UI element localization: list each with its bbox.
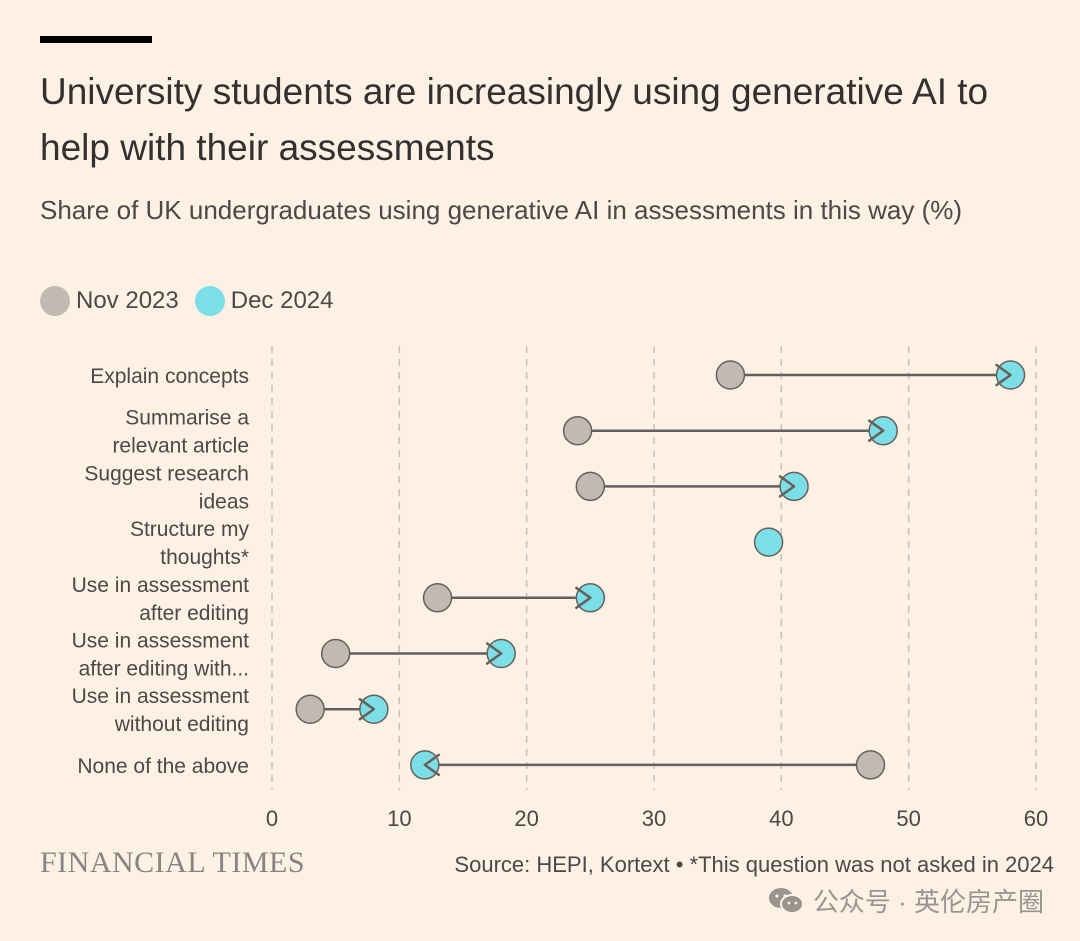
point-dec-2024 xyxy=(753,527,784,557)
arrow-head xyxy=(358,697,376,721)
x-tick-label: 20 xyxy=(514,806,538,831)
chart-subtitle: Share of UK undergraduates using generat… xyxy=(40,195,963,225)
legend: Nov 2023 Dec 2024 xyxy=(40,284,350,318)
legend-swatch-dec-2024 xyxy=(194,286,225,316)
category-label: Suggest research ideas xyxy=(84,462,249,513)
watermark-text: 公众号 · 英伦房产圈 xyxy=(812,887,1044,917)
chart-title: University students are increasingly usi… xyxy=(40,71,989,168)
legend-label-dec-2024: Dec 2024 xyxy=(230,287,334,314)
point-nov-2023 xyxy=(562,415,593,446)
x-tick-label: 10 xyxy=(387,806,411,831)
arrow-head xyxy=(778,475,796,498)
category-label-line: relevant article xyxy=(112,435,249,458)
category-label-line: after editing xyxy=(139,602,249,625)
category-label-line: Use in assessment xyxy=(72,574,250,597)
category-label: Summarise a relevant article xyxy=(112,407,249,458)
gridlines xyxy=(271,346,1037,790)
x-tick-label: 30 xyxy=(642,806,666,831)
arrow-head xyxy=(423,753,441,777)
source-note: Source: HEPI, Kortext • *This question w… xyxy=(454,852,1054,877)
category-label-line: thoughts* xyxy=(160,546,249,569)
legend-swatch-nov-2023 xyxy=(40,286,70,316)
arrow-head xyxy=(485,642,503,665)
point-nov-2023 xyxy=(422,583,453,613)
x-tick-label: 60 xyxy=(1024,806,1048,831)
legend-label-nov-2023: Nov 2023 xyxy=(76,287,179,314)
data-marks xyxy=(295,360,1026,780)
watermark: 公众号 · 英伦房产圈 xyxy=(767,882,1044,919)
category-label-line: ideas xyxy=(199,490,249,513)
ft-logo: FINANCIAL TIMES xyxy=(40,846,306,879)
point-nov-2023 xyxy=(575,471,606,502)
point-nov-2023 xyxy=(715,360,746,390)
category-label-line: Summarise a xyxy=(125,407,249,430)
point-nov-2023 xyxy=(855,750,886,780)
x-axis-ticks: 0 10 20 30 40 50 60 xyxy=(266,806,1048,831)
legend-item-dec-2024: Dec 2024 xyxy=(194,286,334,316)
wechat-icon xyxy=(768,887,804,914)
category-labels: Explain concepts Summarise a relevant arti… xyxy=(72,365,250,778)
category-label-line: without editing xyxy=(114,713,249,736)
category-label: Structure my thoughts* xyxy=(130,518,250,569)
category-label-line: Use in assessment xyxy=(72,630,250,653)
category-label: Use in assessment after editing xyxy=(72,574,250,625)
arrow-head xyxy=(575,586,592,610)
category-label: None of the above xyxy=(77,755,249,778)
x-tick-label: 50 xyxy=(896,806,920,831)
category-label-line: Structure my xyxy=(130,518,250,541)
category-label: Explain concepts xyxy=(90,365,249,388)
point-nov-2023 xyxy=(295,694,325,724)
category-label-line: Use in assessment xyxy=(72,685,250,708)
category-label: Use in assessment without editing xyxy=(72,685,250,736)
top-accent-bar xyxy=(40,36,152,43)
x-tick-label: 0 xyxy=(266,806,278,831)
legend-item-nov-2023: Nov 2023 xyxy=(40,286,179,316)
category-label-line: Suggest research xyxy=(84,462,249,485)
category-label-line: after editing with... xyxy=(79,658,249,681)
x-tick-label: 40 xyxy=(769,806,793,831)
point-nov-2023 xyxy=(320,638,351,669)
arrow-head xyxy=(867,419,885,442)
category-label: Use in assessment after editing with... xyxy=(72,630,250,681)
arrow-head xyxy=(995,363,1012,387)
